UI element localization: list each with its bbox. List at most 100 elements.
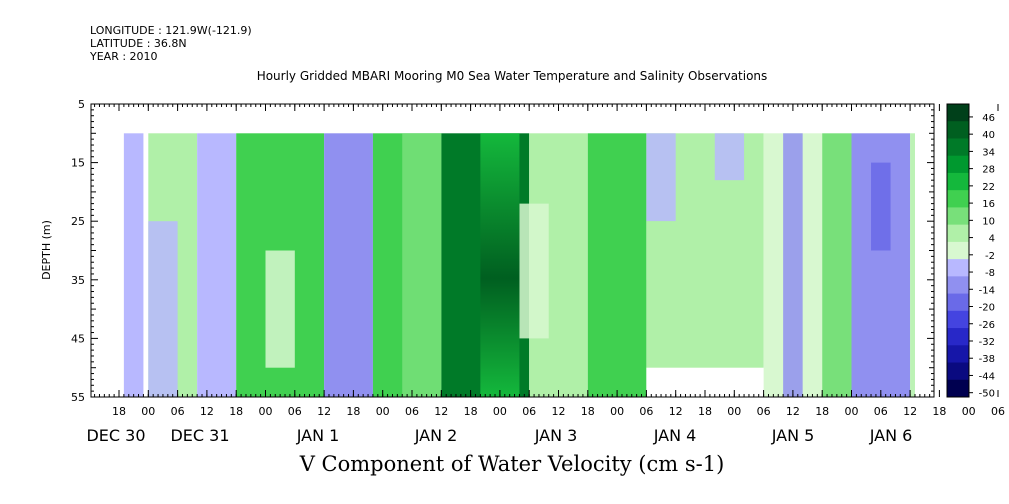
colorbar-swatch — [947, 328, 969, 346]
x-tick-label: 00 — [259, 405, 273, 418]
x-tick-label: 18 — [229, 405, 243, 418]
colorbar-frame — [946, 103, 970, 398]
date-label: JAN 1 — [296, 426, 340, 445]
x-tick-label: 06 — [171, 405, 185, 418]
colorbar-label: 4 — [989, 234, 995, 245]
heatmap-cell — [910, 133, 915, 398]
colorbar-label: -14 — [979, 285, 995, 296]
colorbar-label: 10 — [982, 216, 995, 227]
x-tick-label: 12 — [669, 405, 683, 418]
y-tick-label: 25 — [71, 215, 85, 228]
heatmap-cell — [646, 133, 676, 222]
y-tick-label: 55 — [71, 391, 85, 404]
colorbar-swatch — [947, 155, 969, 174]
x-tick-label: 00 — [493, 405, 507, 418]
heatmap-cell — [333, 279, 364, 368]
colorbar-label: -44 — [979, 371, 995, 382]
date-label: JAN 4 — [653, 426, 697, 445]
chart-title: Hourly Gridded MBARI Mooring M0 Sea Wate… — [256, 69, 768, 83]
x-tick-label: 06 — [288, 405, 302, 418]
colorbar-swatch — [947, 121, 969, 139]
colorbar-label: -8 — [985, 268, 995, 279]
x-tick-label: 00 — [845, 405, 859, 418]
date-label: JAN 5 — [771, 426, 815, 445]
colorbar-label: 34 — [982, 147, 995, 158]
heatmap-cell — [519, 203, 549, 339]
x-tick-label: 06 — [639, 405, 653, 418]
x-tick-label: 18 — [581, 405, 595, 418]
colorbar-swatch — [947, 345, 969, 364]
x-axis-title: V Component of Water Velocity (cm s-1) — [299, 452, 725, 476]
heatmap-cell — [714, 133, 745, 181]
colorbar-swatch — [947, 224, 969, 243]
y-tick-label: 45 — [71, 332, 85, 345]
colorbar-label: 22 — [982, 182, 995, 193]
year-label: YEAR : 2010 — [90, 50, 158, 63]
colorbar-swatch — [947, 241, 969, 260]
x-tick-label: 18 — [932, 405, 946, 418]
x-tick-label: 00 — [610, 405, 624, 418]
x-tick-label: 00 — [376, 405, 390, 418]
longitude-label: LONGITUDE : 121.9W(-121.9) — [90, 24, 252, 37]
y-tick-label: 15 — [71, 157, 85, 170]
date-label: DEC 30 — [86, 426, 145, 445]
date-label: JAN 2 — [414, 426, 458, 445]
colorbar-label: -2 — [985, 251, 995, 262]
heatmap-cell — [148, 221, 178, 397]
x-tick-label: 06 — [991, 405, 1005, 418]
colorbar-swatch — [947, 138, 969, 157]
heatmap-cell — [822, 133, 852, 398]
colorbar-swatch — [947, 172, 969, 191]
x-tick-label: 00 — [727, 405, 741, 418]
colorbar-label: 16 — [982, 199, 995, 210]
heatmap-cell — [402, 133, 442, 398]
colorbar-swatch — [947, 362, 969, 381]
axes: 18 00 06 12 18 00 06 12 18 00 06 12 18 00 06 12 18 00 06 12… — [71, 98, 1005, 445]
heatmap-cell — [197, 133, 237, 398]
heatmap-cell — [871, 162, 891, 251]
x-tick-label: 12 — [903, 405, 917, 418]
heatmap-cell — [587, 133, 647, 398]
colorbar-label: 28 — [982, 165, 995, 176]
heatmap-cell — [123, 133, 144, 398]
x-tick-label: 18 — [346, 405, 360, 418]
x-tick-label: 18 — [112, 405, 126, 418]
y-tick-label: 35 — [71, 274, 85, 287]
heatmap-cell — [265, 250, 295, 368]
x-tick-label: 00 — [141, 405, 155, 418]
x-tick-label: 06 — [757, 405, 771, 418]
x-tick-label: 18 — [698, 405, 712, 418]
x-tick-label: 12 — [434, 405, 448, 418]
x-tick-label: 12 — [317, 405, 331, 418]
heatmap-core — [480, 133, 520, 398]
x-tick-label: 00 — [962, 405, 976, 418]
colorbar-label: -20 — [979, 303, 995, 314]
colorbar-label: -38 — [979, 354, 995, 365]
x-tick-label: 06 — [874, 405, 888, 418]
x-tick-label: 06 — [405, 405, 419, 418]
colorbar-swatch — [947, 104, 969, 122]
colorbar-label: -32 — [979, 337, 995, 348]
colorbar-swatch — [947, 207, 969, 226]
colorbar-swatch — [947, 259, 969, 277]
y-tick-label: 5 — [78, 98, 85, 111]
colorbar-swatch — [947, 190, 969, 208]
colorbar-label: 40 — [982, 130, 995, 141]
heatmap-field — [123, 133, 915, 398]
heatmap-cell — [646, 221, 705, 280]
colorbar: 46 40 34 28 22 16 10 4 -2 -8 -14 -20 -26 -32 -38 -44 -50 — [946, 103, 995, 400]
date-label: JAN 6 — [869, 426, 913, 445]
x-tick-label: 12 — [552, 405, 566, 418]
colorbar-swatch — [947, 293, 969, 312]
latitude-label: LATITUDE : 36.8N — [90, 37, 187, 50]
x-tick-label: 12 — [786, 405, 800, 418]
date-label: DEC 31 — [170, 426, 229, 445]
colorbar-label: -26 — [979, 320, 995, 331]
colorbar-label: -50 — [979, 389, 995, 400]
x-tick-label: 12 — [200, 405, 214, 418]
date-label: JAN 3 — [534, 426, 578, 445]
y-axis-label: DEPTH (m) — [40, 220, 53, 280]
colorbar-swatch — [947, 276, 969, 295]
x-tick-label: 18 — [815, 405, 829, 418]
